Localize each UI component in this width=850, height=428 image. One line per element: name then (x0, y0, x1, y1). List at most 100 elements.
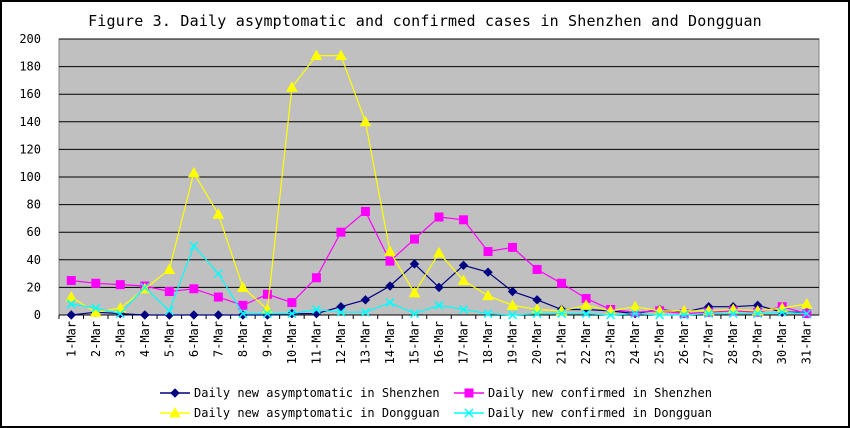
legend-label: Daily new asymptomatic in Shenzhen (194, 386, 440, 400)
data-point (114, 302, 127, 313)
data-point (532, 309, 542, 319)
y-tick-label: 60 (27, 225, 41, 239)
legend-marker (170, 388, 180, 398)
data-point (213, 292, 223, 302)
x-tick-label: 13-Mar (358, 321, 372, 364)
data-point (581, 309, 591, 319)
x-tick-label: 16-Mar (432, 321, 446, 364)
data-point (311, 273, 321, 283)
data-point (336, 302, 346, 312)
legend-item: Daily new confirmed in Dongguan (454, 406, 712, 420)
data-point (164, 306, 174, 316)
y-tick-label: 160 (19, 87, 41, 101)
data-point (482, 289, 494, 301)
x-axis: 1-Mar 2-Mar 3-Mar 4-Mar 5-Mar 6-Mar 7-Mar 8-Mar… (58, 314, 819, 364)
data-point (580, 299, 592, 310)
x-tick-label: 15-Mar (407, 321, 421, 364)
data-point (189, 241, 199, 251)
data-point (483, 309, 493, 319)
data-point (66, 299, 76, 309)
x-tick-label: 10-Mar (285, 321, 299, 364)
data-point (483, 247, 493, 257)
data-point (140, 310, 150, 320)
data-point (655, 310, 665, 320)
y-tick-label: 40 (27, 253, 41, 267)
data-point (286, 81, 298, 92)
series-4 (66, 241, 812, 320)
data-point (336, 307, 346, 317)
x-tick-label: 6-Mar (187, 321, 201, 357)
x-tick-label: 23-Mar (604, 321, 618, 364)
data-point (238, 300, 248, 310)
data-point (434, 212, 444, 222)
data-point (777, 307, 787, 317)
x-tick-label: 9-Mar (260, 321, 274, 357)
y-axis: 0 20 40 60 80 100 120 140 160 180 200 (19, 32, 41, 322)
legend-item: Daily new asymptomatic in Shenzhen (160, 386, 440, 400)
data-point (385, 256, 395, 266)
data-point (508, 242, 518, 252)
data-point (66, 276, 76, 285)
legend-marker (169, 406, 181, 418)
data-point (458, 304, 469, 315)
data-point (359, 115, 372, 127)
data-point (557, 309, 567, 319)
data-point (66, 310, 76, 320)
data-point (385, 281, 395, 291)
x-tick-label: 11-Mar (309, 321, 323, 364)
data-point (213, 310, 224, 320)
y-tick-label: 80 (27, 198, 41, 212)
data-point (115, 309, 125, 319)
data-point (189, 310, 199, 320)
x-tick-label: 18-Mar (481, 321, 495, 364)
data-point (629, 300, 641, 312)
data-point (238, 309, 248, 319)
data-point (457, 274, 470, 285)
y-tick-label: 180 (19, 60, 41, 74)
x-tick-label: 25-Mar (653, 321, 667, 364)
legend-label: Daily new confirmed in Dongguan (488, 406, 712, 420)
data-point (557, 278, 567, 288)
legend-item: Daily new confirmed in Shenzhen (454, 386, 712, 400)
y-tick-label: 0 (34, 308, 41, 322)
chart-title: Figure 3. Daily asymptomatic and confirm… (88, 12, 762, 30)
data-point (89, 306, 102, 317)
data-point (311, 304, 321, 315)
x-tick-label: 3-Mar (113, 321, 127, 357)
y-tick-label: 20 (27, 280, 41, 294)
data-point (800, 297, 813, 309)
data-point (506, 299, 519, 310)
data-point (630, 309, 640, 319)
legend-marker (464, 388, 474, 398)
y-tick-label: 120 (19, 142, 41, 156)
data-point (262, 309, 272, 319)
x-tick-label: 4-Mar (138, 321, 152, 357)
x-tick-label: 22-Mar (579, 321, 593, 364)
data-point (728, 309, 738, 319)
data-point (91, 303, 101, 313)
data-point (360, 295, 371, 305)
data-point (189, 284, 199, 294)
x-tick-label: 5-Mar (162, 321, 176, 357)
legend-label: Daily new confirmed in Shenzhen (488, 386, 712, 400)
data-point (287, 309, 297, 319)
x-tick-label: 8-Mar (236, 321, 250, 357)
data-point (704, 309, 714, 319)
data-point (459, 215, 469, 225)
x-tick-label: 12-Mar (334, 321, 348, 364)
x-tick-label: 2-Mar (89, 321, 103, 357)
data-point (335, 49, 347, 61)
legend-label: Daily new asymptomatic in Dongguan (194, 406, 440, 420)
data-point (336, 227, 346, 237)
data-point (532, 264, 542, 274)
x-tick-label: 14-Mar (383, 321, 397, 364)
series-group (65, 49, 813, 320)
x-tick-label: 26-Mar (677, 321, 691, 364)
gridlines (59, 38, 819, 288)
data-point (262, 289, 272, 299)
y-tick-label: 100 (19, 170, 41, 184)
data-point (753, 309, 763, 319)
x-tick-label: 19-Mar (506, 321, 520, 364)
